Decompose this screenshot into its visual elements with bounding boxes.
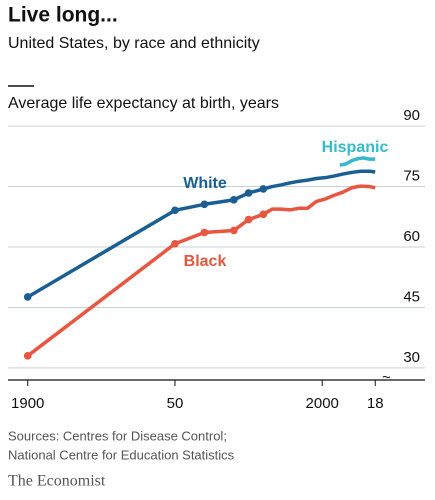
y-axis-label: Average life expectancy at birth, years	[8, 95, 279, 112]
y-tick-label: 90	[403, 107, 420, 124]
series-label: White	[183, 175, 227, 192]
data-point	[230, 226, 238, 235]
source: National Centre for Education Statistics	[8, 447, 235, 462]
data-point	[23, 293, 32, 301]
data-point	[23, 352, 32, 360]
series-line	[26, 184, 376, 358]
y-tick-label: 45	[403, 288, 420, 305]
y-tick-label: 60	[403, 228, 420, 245]
data-point	[244, 189, 253, 197]
chart-subtitle: United States, by race and ethnicity	[8, 35, 260, 52]
data-point	[230, 196, 238, 204]
data-point	[259, 185, 268, 193]
series-label: Black	[184, 253, 227, 270]
y-tick-label: 30	[403, 349, 420, 366]
data-point	[244, 215, 253, 224]
source: Sources: Centres for Disease Control;	[8, 428, 227, 443]
x-tick-label: 50	[167, 395, 184, 412]
data-point	[259, 210, 268, 219]
data-point	[200, 228, 209, 237]
series-label: Hispanic	[322, 139, 389, 156]
footer: The Economist	[8, 473, 106, 490]
chart-title: Live long...	[8, 4, 118, 27]
x-tick-label: 18	[367, 395, 384, 412]
x-tick-label: 1900	[11, 395, 44, 412]
series-line	[339, 156, 376, 167]
axis-break: ~	[382, 369, 391, 386]
x-tick-label: 2000	[306, 395, 339, 412]
data-point	[200, 200, 209, 209]
y-tick-label: 75	[403, 168, 420, 185]
data-point	[171, 239, 179, 248]
data-point	[171, 206, 179, 215]
